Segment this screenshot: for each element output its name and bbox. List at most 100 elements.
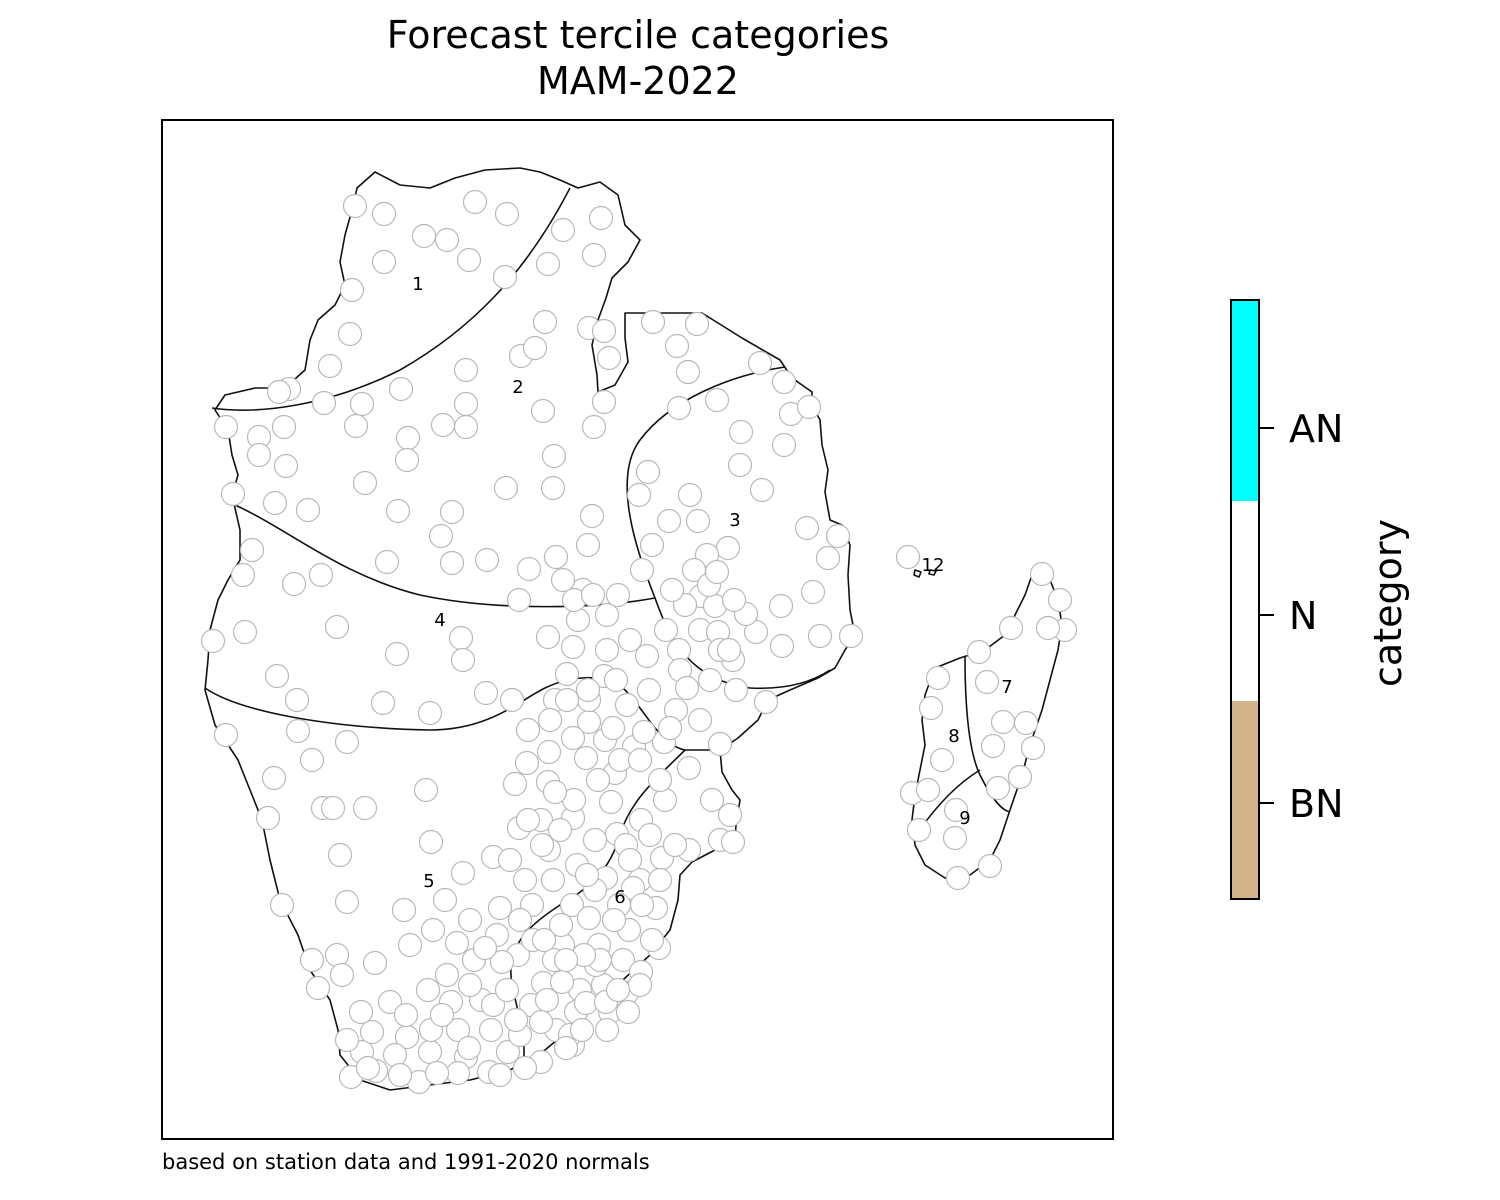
station-marker [497,847,523,873]
station-marker [753,689,779,715]
station-marker [631,719,657,745]
station-marker [677,482,703,508]
station-marker [261,765,287,791]
station-marker [213,722,239,748]
station-marker [687,707,713,733]
station-marker [439,550,465,576]
station-marker [494,977,520,1003]
station-marker [629,892,655,918]
station-marker [418,829,444,855]
station-marker [489,949,515,975]
station-marker [553,1035,579,1061]
station-marker [337,321,363,347]
station-marker [605,582,631,608]
station-marker [547,817,573,843]
station-marker [370,690,396,716]
station-marker [537,707,563,733]
station-marker [305,975,331,1001]
station-marker [391,897,417,923]
station-marker [273,453,299,479]
zone-label-5: 5 [423,871,434,892]
boundary-7-8 [964,655,1011,813]
station-marker [255,805,281,831]
station-marker [429,1002,455,1028]
station-marker [636,677,662,703]
station-marker [662,832,688,858]
station-marker [942,825,968,851]
station-marker [457,972,483,998]
station-marker [348,999,374,1025]
map-subtitle: MAM-2022 [537,59,739,103]
station-marker [374,549,400,575]
station-marker [653,617,679,643]
station-marker [704,559,730,585]
station-marker [605,977,631,1003]
station-marker [615,999,641,1025]
station-marker [512,867,538,893]
station-marker [998,615,1024,641]
station-marker [579,503,605,529]
zone-label-1: 1 [412,274,423,295]
station-marker [487,895,513,921]
station-marker [656,508,682,534]
station-marker [685,508,711,534]
station-marker [384,641,410,667]
station-marker [284,687,310,713]
station-marker [530,398,556,424]
station-marker [450,860,476,886]
station-marker [720,829,746,855]
station-marker [311,390,337,416]
station-marker [617,627,643,653]
station-marker [371,249,397,275]
station-marker [768,593,794,619]
station-marker [281,571,307,597]
station-marker [535,251,561,277]
station-marker [647,867,673,893]
station-marker [327,842,353,868]
boundary-4-5 [204,676,718,751]
station-marker [515,717,541,743]
station-marker [430,412,456,438]
station-marker [232,619,258,645]
zone-label-4: 4 [434,610,445,631]
station-marker [456,1035,482,1061]
station-marker [588,205,614,231]
station-marker [317,353,343,379]
zone-label-12: 12 [922,555,945,576]
station-marker [515,807,541,833]
station-marker [266,379,292,405]
station-marker [559,892,585,918]
station-marker [388,376,414,402]
station-marker [1020,735,1046,761]
station-marker [594,602,620,628]
station-marker [575,677,601,703]
station-marker [769,633,795,659]
station-marker [560,634,586,660]
station-marker [342,193,368,219]
station-marker [542,779,568,805]
station-marker [974,669,1000,695]
station-marker [838,623,864,649]
station-marker [980,733,1006,759]
station-marker [324,614,350,640]
station-marker [371,201,397,227]
station-marker [487,1062,513,1088]
station-marker [603,667,629,693]
station-marker [339,277,365,303]
station-marker [295,497,321,523]
station-marker [417,700,443,726]
station-marker [617,847,643,873]
station-marker [985,775,1011,801]
station-marker [721,587,747,613]
station-marker [514,750,540,776]
station-marker [377,989,403,1015]
station-marker [634,643,660,669]
station-marker [393,1002,419,1028]
station-marker [444,930,470,956]
station-marker [213,414,239,440]
colorbar-tick-bn [1260,802,1274,804]
station-marker [385,498,411,524]
station-marker [230,562,256,588]
station-marker [516,556,542,582]
station-marker [906,817,932,843]
